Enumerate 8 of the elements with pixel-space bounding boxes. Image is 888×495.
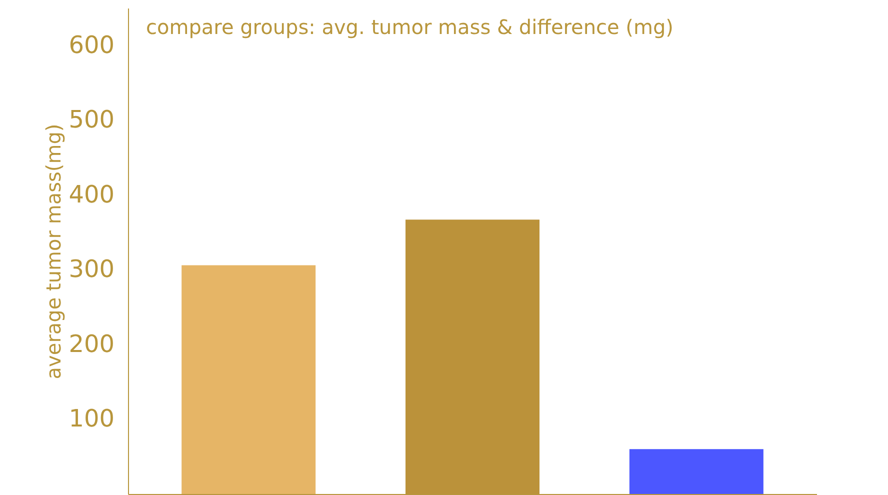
y-tick-label: 200 <box>68 330 114 358</box>
y-tick-label: 400 <box>68 180 114 208</box>
chart-title: compare groups: avg. tumor mass & difference (mg) <box>146 15 674 39</box>
y-axis-title: average tumor mass(mg) <box>42 124 66 380</box>
y-tick-label: 600 <box>68 30 114 59</box>
y-tick-label: 300 <box>68 255 114 284</box>
y-tick-label: 100 <box>68 404 114 433</box>
y-tick-label: 500 <box>68 106 114 134</box>
